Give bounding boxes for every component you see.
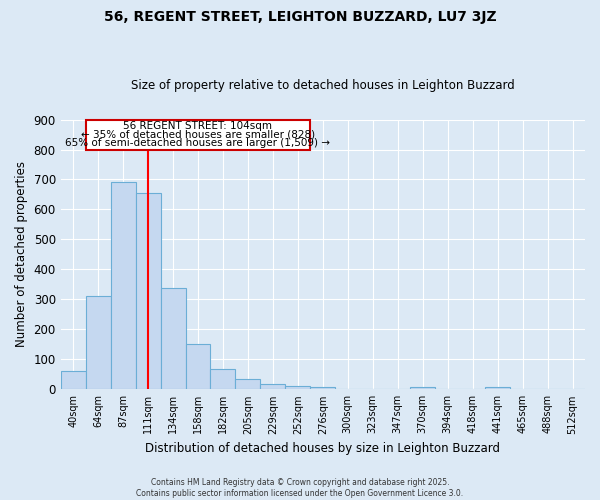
Bar: [185, 344, 211, 390]
Bar: [86, 296, 110, 390]
Bar: [235, 380, 260, 390]
Bar: [161, 288, 185, 390]
Bar: [110, 182, 136, 390]
Bar: [61, 370, 86, 390]
X-axis label: Distribution of detached houses by size in Leighton Buzzard: Distribution of detached houses by size …: [145, 442, 500, 455]
Bar: [410, 387, 435, 390]
Title: Size of property relative to detached houses in Leighton Buzzard: Size of property relative to detached ho…: [131, 79, 515, 92]
Text: 56, REGENT STREET, LEIGHTON BUZZARD, LU7 3JZ: 56, REGENT STREET, LEIGHTON BUZZARD, LU7…: [104, 10, 496, 24]
Bar: [211, 369, 235, 390]
Text: 65% of semi-detached houses are larger (1,509) →: 65% of semi-detached houses are larger (…: [65, 138, 331, 148]
Text: ← 35% of detached houses are smaller (828): ← 35% of detached houses are smaller (82…: [81, 130, 315, 140]
Bar: [485, 387, 510, 390]
Bar: [260, 384, 286, 390]
Text: 56 REGENT STREET: 104sqm: 56 REGENT STREET: 104sqm: [124, 121, 272, 131]
Bar: [136, 193, 161, 390]
Bar: [310, 387, 335, 390]
FancyBboxPatch shape: [86, 120, 310, 150]
Text: Contains HM Land Registry data © Crown copyright and database right 2025.
Contai: Contains HM Land Registry data © Crown c…: [136, 478, 464, 498]
Bar: [286, 386, 310, 390]
Y-axis label: Number of detached properties: Number of detached properties: [15, 162, 28, 348]
